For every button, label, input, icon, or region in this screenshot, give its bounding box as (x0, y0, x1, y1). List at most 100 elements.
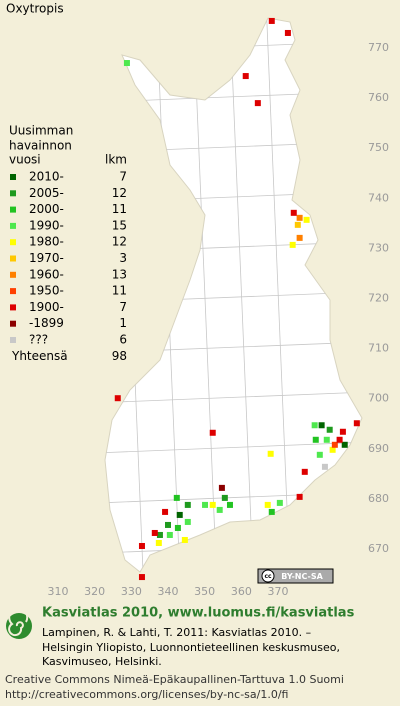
grid-line (105, 540, 362, 558)
x-tick-label: 310 (48, 585, 69, 598)
logo (6, 607, 32, 639)
badge-circle (261, 569, 275, 583)
y-tick-label: 740 (368, 191, 389, 204)
observation (155, 539, 162, 546)
observation (218, 484, 225, 491)
x-tick-label: 340 (158, 585, 179, 598)
observation (226, 501, 233, 508)
observation (268, 508, 275, 515)
legend-count: 11 (112, 284, 127, 298)
legend-swatch (10, 304, 16, 311)
legend-count: 12 (112, 186, 127, 200)
observation (301, 468, 308, 475)
observation (264, 501, 271, 508)
observation (254, 100, 261, 107)
observation (303, 216, 310, 223)
legend-label: 1960- (29, 267, 64, 281)
grid-line (105, 390, 362, 408)
observation (312, 436, 319, 443)
legend-label: ??? (29, 333, 48, 347)
observation (162, 508, 169, 515)
observations (114, 17, 360, 581)
legend-count: 3 (119, 251, 127, 265)
y-tick-label: 700 (368, 392, 389, 405)
footer-heading: Kasviatlas 2010, www.luomus.fi/kasviatla… (42, 606, 355, 621)
observation (173, 494, 180, 501)
legend-swatch (10, 288, 16, 295)
x-tick-label: 360 (231, 585, 252, 598)
grid-line (105, 18, 108, 572)
y-tick-label: 690 (368, 442, 389, 455)
grid-line (265, 18, 291, 572)
legend-count-heading: lkm (105, 153, 127, 167)
legend-swatch (10, 174, 16, 180)
observation (202, 501, 209, 508)
observation (174, 524, 181, 531)
observation (331, 441, 338, 448)
legend-heading: havainnon (9, 139, 72, 153)
observation (296, 214, 303, 221)
x-tick-label: 350 (194, 585, 215, 598)
observation (176, 511, 183, 518)
land (104, 17, 363, 573)
citation: Helsingin Yliopisto, Luonnontieteellinen… (42, 641, 340, 654)
logo-spiral (8, 607, 29, 637)
legend-label: 2005- (29, 186, 64, 200)
observation (323, 436, 330, 443)
total-count: 98 (112, 349, 127, 363)
badge-cc: cc (264, 573, 272, 580)
y-tick-label: 720 (368, 292, 389, 305)
observation (267, 450, 274, 457)
legend-count: 13 (112, 267, 127, 281)
observation (294, 221, 301, 228)
observation (336, 436, 343, 443)
legend-label: 2010- (29, 170, 64, 184)
observation (123, 60, 130, 67)
legend-count: 15 (112, 218, 127, 232)
observation (296, 493, 303, 500)
observation (184, 501, 191, 508)
observation (184, 518, 191, 525)
x-tick-label: 320 (84, 585, 105, 598)
observation (268, 17, 275, 24)
observation (138, 574, 145, 581)
legend-swatch (10, 337, 16, 343)
observation (181, 536, 188, 543)
legend-label: 1980- (29, 235, 64, 249)
legend-count: 7 (119, 170, 127, 184)
legend-swatch (10, 206, 16, 213)
y-tick-label: 770 (368, 41, 389, 54)
observation (151, 529, 158, 536)
logo-disc (6, 613, 32, 639)
observation (353, 420, 360, 427)
badge-frame (257, 568, 334, 584)
observation (242, 73, 249, 80)
badge-license: BY-NC-SA (281, 572, 323, 581)
observation (166, 531, 173, 538)
observation (318, 422, 325, 429)
y-tick-label: 730 (368, 241, 389, 254)
observation (326, 426, 333, 433)
observation (114, 395, 121, 402)
ticks: 310 320 330 340 350 360 370 770 760 750 740 730 720 7… (48, 41, 390, 598)
observation (165, 521, 171, 528)
observation (321, 463, 328, 470)
license-badge: cc BY-NC-SA (257, 568, 334, 584)
license-url: http://creativecommons.org/licenses/by-n… (5, 688, 288, 701)
grid-line (105, 39, 362, 57)
legend-count: 6 (119, 333, 127, 347)
license-text: Creative Commons Nimeä-Epäkaupallinen-Ta… (5, 673, 344, 686)
y-tick-label: 680 (368, 492, 389, 505)
citation: Lampinen, R. & Lahti, T. 2011: Kasviatla… (42, 626, 311, 639)
observation (316, 451, 323, 458)
legend-count: 12 (112, 235, 127, 249)
legend-heading: vuosi (9, 153, 41, 167)
legend-label: -1899 (29, 316, 64, 330)
observation (216, 506, 223, 513)
legend-swatch (10, 320, 16, 327)
legend-count: 7 (119, 300, 127, 314)
legend-swatch (10, 271, 16, 278)
title: Oxytropis (6, 2, 64, 16)
